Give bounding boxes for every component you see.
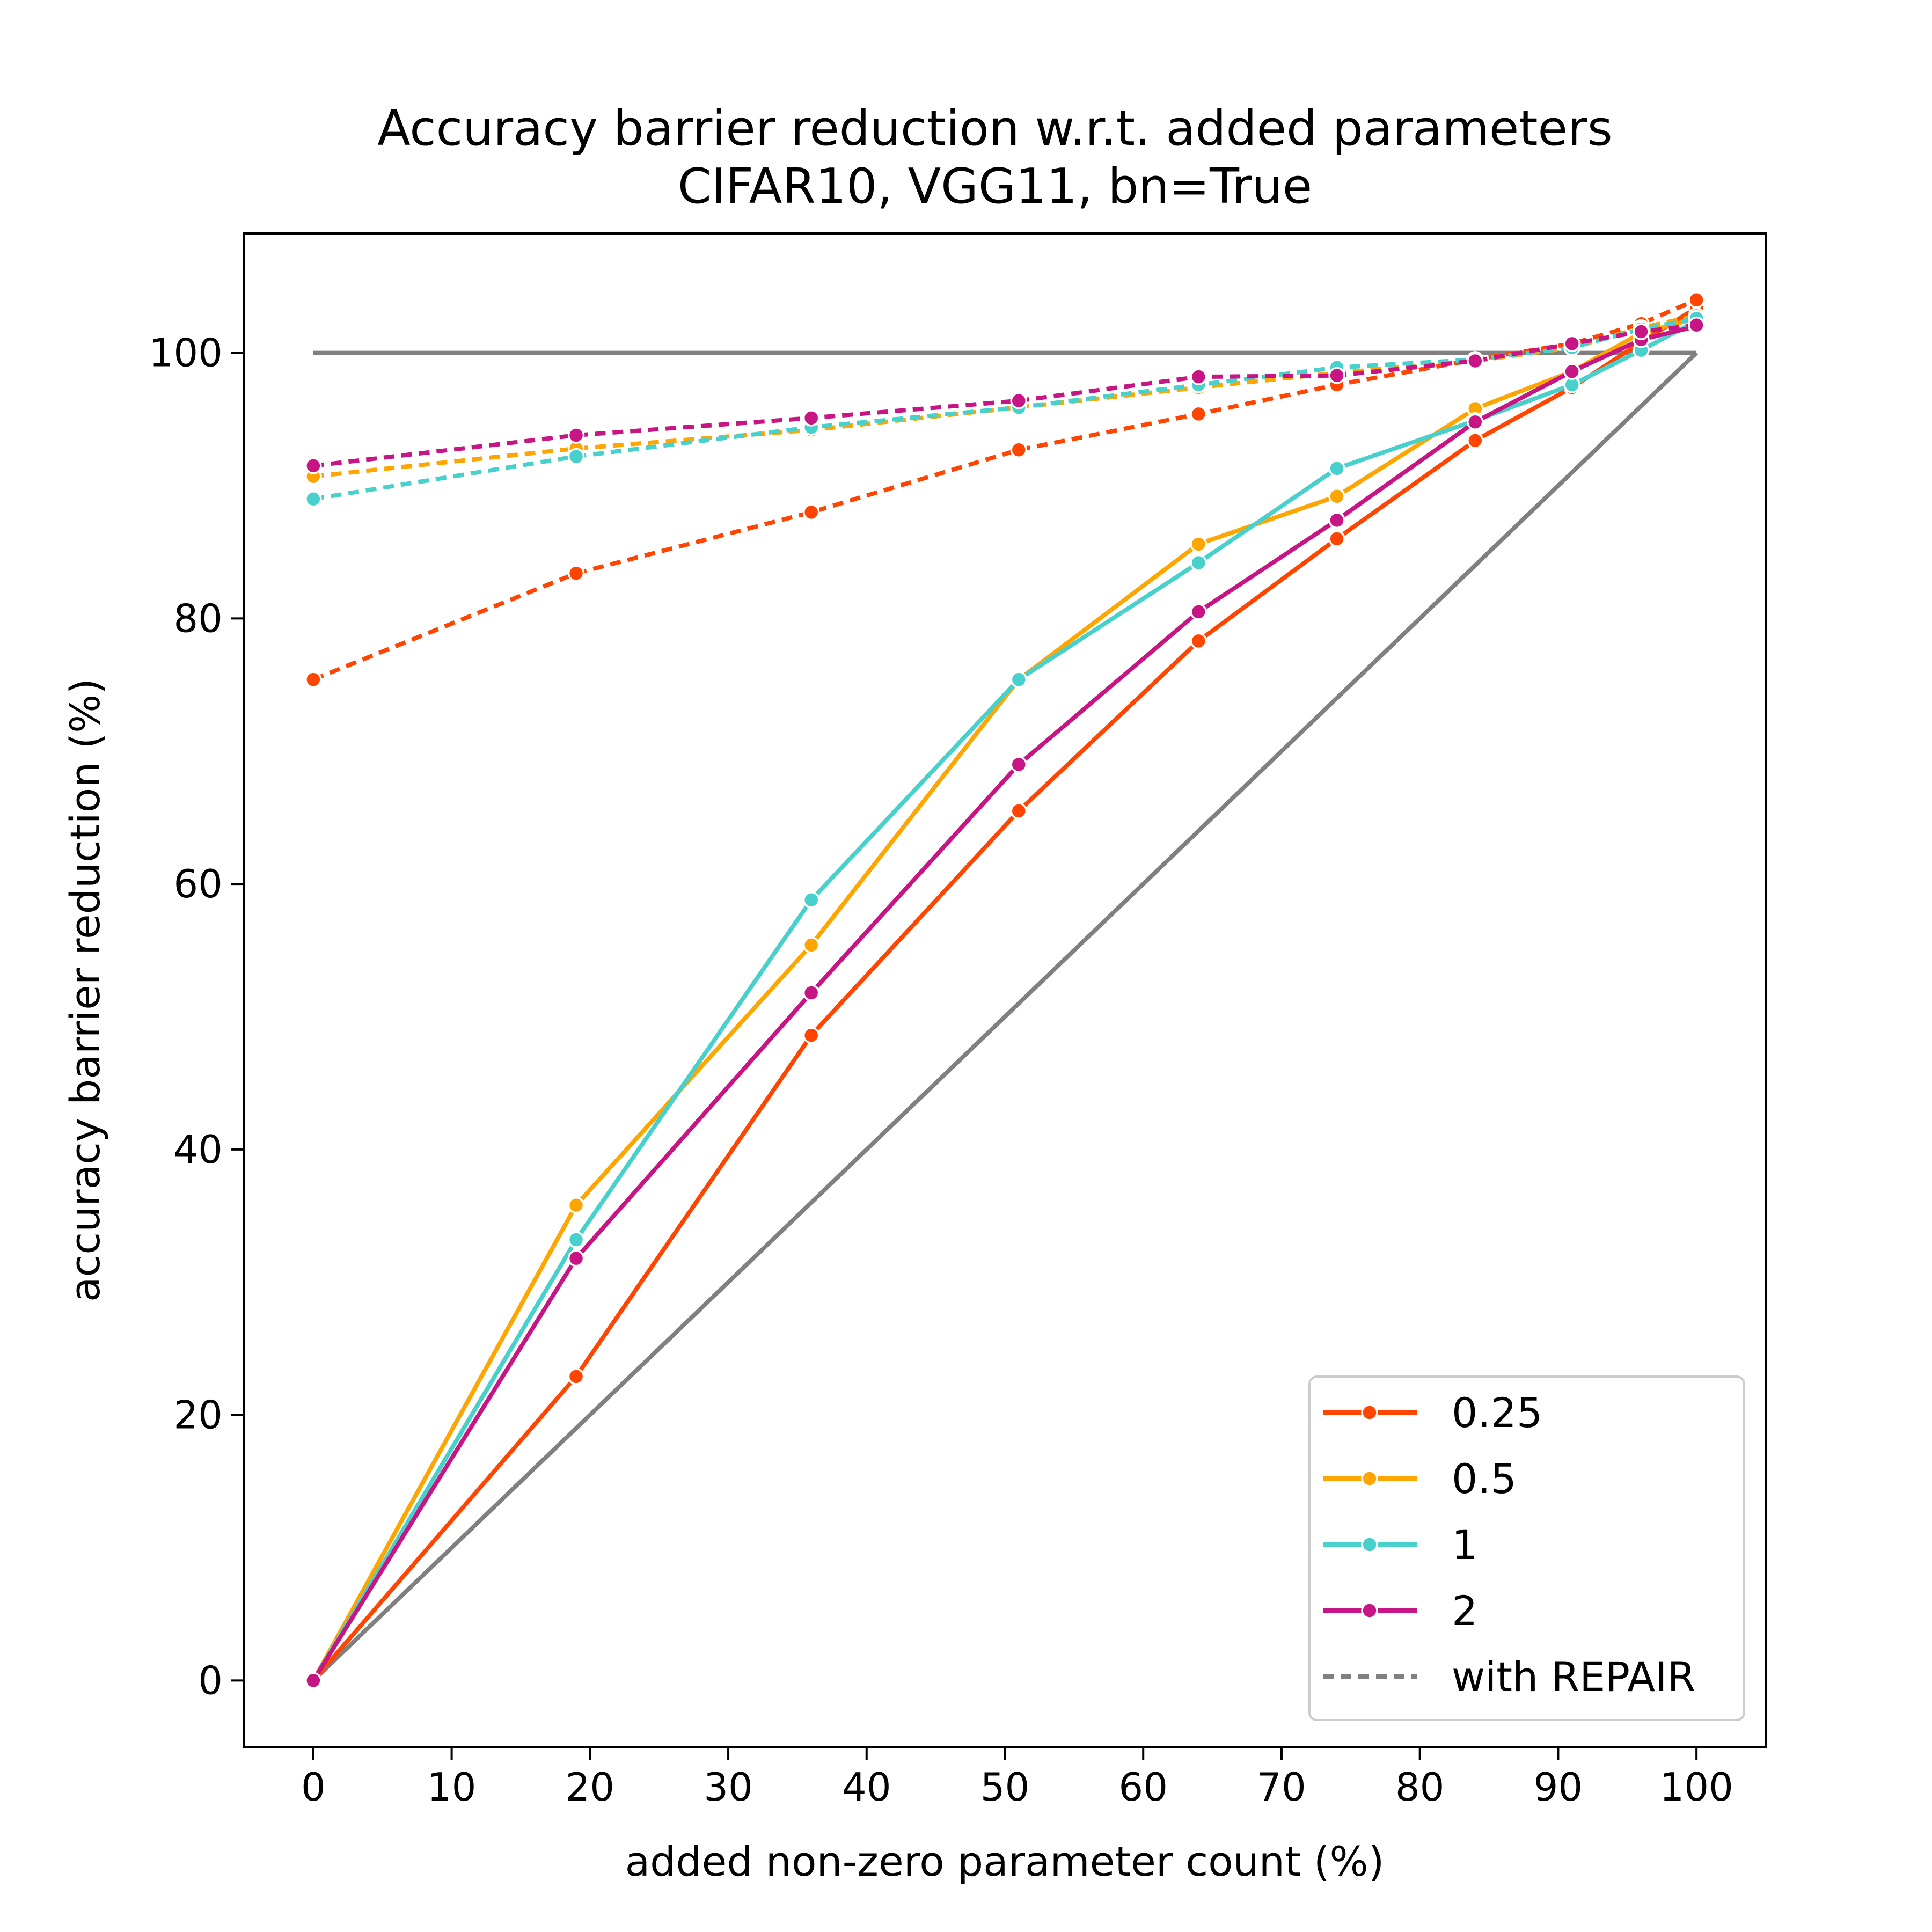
y-axis-label: accuracy barrier reduction (%) (61, 678, 109, 1302)
legend-swatch-marker (1361, 1470, 1378, 1487)
series-0-25-dotted-line (312, 298, 1697, 682)
x-tick-label: 0 (301, 1765, 326, 1810)
series-2-solid-line (311, 324, 1697, 1682)
series-2-dotted-point (1190, 368, 1208, 385)
series-1-solid-point (1190, 554, 1208, 572)
x-tick-label: 30 (704, 1765, 753, 1810)
y-tick-label: 20 (173, 1393, 223, 1438)
series-2-dotted (305, 316, 1705, 474)
series-2-dotted-point (305, 457, 322, 474)
series-0-5-solid-line (311, 316, 1697, 1682)
series-2-solid-point (1328, 511, 1345, 529)
series-0-25-dotted-point (1010, 441, 1028, 458)
series-0-25-solid-point (1010, 802, 1028, 819)
x-tick-label: 90 (1534, 1765, 1583, 1810)
series-2-dotted-point (1688, 316, 1705, 334)
series-1-dotted-point (305, 490, 322, 508)
y-tick-label: 40 (173, 1127, 223, 1172)
series-2-solid-point (1563, 363, 1580, 380)
x-tick-label: 80 (1395, 1765, 1445, 1810)
series-1-dotted-point (567, 448, 585, 465)
series-1-solid-point (1010, 671, 1028, 688)
reference-lines (312, 350, 1698, 1682)
series-1-solid-line (311, 319, 1698, 1682)
series-2-solid-point (305, 1672, 322, 1689)
legend-label: 0.25 (1452, 1389, 1542, 1437)
legend-item-2: 2 (1323, 1587, 1477, 1635)
x-axis-label: added non-zero parameter count (%) (625, 1838, 1385, 1885)
series-0-5-solid-point (567, 1196, 585, 1214)
series-2-solid-point (567, 1249, 585, 1267)
series-2-solid-point (1467, 413, 1484, 431)
series-2-dotted-point (567, 427, 585, 444)
x-tick-label: 40 (842, 1765, 891, 1810)
series-2-solid-point (802, 984, 820, 1001)
legend: 0.25 0.5 1 2 with REPAIR (1308, 1375, 1745, 1721)
series-2-dotted-line (313, 323, 1697, 468)
x-tick-label: 100 (1659, 1765, 1733, 1810)
x-tick-label: 50 (980, 1765, 1030, 1810)
legend-swatch-marker (1361, 1536, 1378, 1553)
y-tick-label: 100 (149, 331, 223, 376)
legend-item-1: 1 (1323, 1521, 1477, 1569)
series-0-25-solid-point (802, 1027, 820, 1044)
y-tick-label: 80 (173, 596, 223, 641)
x-axis: 0 10 20 30 40 50 60 70 80 90 100 (301, 1747, 1733, 1810)
series-0-25-dotted-point (1190, 405, 1208, 423)
series-2-dotted-point (1467, 352, 1484, 370)
series-1-solid-point (1328, 460, 1345, 477)
y-axis: 0 20 40 60 80 100 (149, 331, 244, 1703)
x-tick-label: 10 (427, 1765, 477, 1810)
y-tick-label: 60 (173, 861, 223, 906)
series-0-5-solid-point (802, 936, 820, 954)
series-2-dotted-point (1010, 392, 1028, 409)
series-0-25-dotted-point (1688, 291, 1705, 309)
legend-item-0-5: 0.5 (1323, 1455, 1517, 1503)
series-0-5-solid-point (1328, 488, 1345, 505)
series-0-25-solid-point (1190, 632, 1208, 650)
plot-area (243, 232, 1767, 1748)
series-1-solid-point (802, 891, 820, 909)
series-0-25-solid-line (311, 306, 1698, 1682)
legend-box (1308, 1375, 1745, 1721)
chart-subtitle: CIFAR10, VGG11, bn=True (678, 158, 1312, 215)
x-tick-label: 60 (1118, 1765, 1168, 1810)
series-0-25-solid-point (567, 1368, 585, 1385)
y-tick-label: 0 (198, 1658, 223, 1703)
series-2-dotted-point (1328, 367, 1345, 384)
series-2-solid-point (1190, 603, 1208, 620)
series-2-dotted-point (802, 409, 820, 427)
legend-item-with-repair: with REPAIR (1323, 1653, 1695, 1701)
series-0-25-dotted-point (802, 503, 820, 521)
series-2-dotted-point (1633, 323, 1650, 340)
legend-label: 1 (1452, 1521, 1477, 1569)
legend-item-0-25: 0.25 (1323, 1389, 1542, 1437)
series-1-solid-point (567, 1231, 585, 1248)
legend-label: 2 (1452, 1587, 1477, 1635)
series-0-25-dotted-point (305, 671, 322, 688)
legend-label: with REPAIR (1452, 1653, 1695, 1701)
data-series (305, 291, 1705, 1689)
x-tick-label: 70 (1257, 1765, 1306, 1810)
reference-line-2 (312, 351, 1698, 1682)
legend-label: 0.5 (1452, 1455, 1517, 1503)
x-tick-label: 20 (566, 1765, 615, 1810)
series-2-dotted-point (1563, 335, 1580, 353)
series-2-solid-point (1010, 756, 1028, 773)
series-0-25-solid-point (1467, 432, 1484, 449)
chart-title: Accuracy barrier reduction w.r.t. added … (377, 100, 1613, 157)
legend-swatch-marker (1361, 1602, 1378, 1619)
legend-swatch-marker (1361, 1404, 1378, 1421)
series-0-5-solid-point (1190, 536, 1208, 553)
series-0-25-solid-point (1328, 530, 1345, 547)
series-0-25-dotted-point (567, 565, 585, 582)
